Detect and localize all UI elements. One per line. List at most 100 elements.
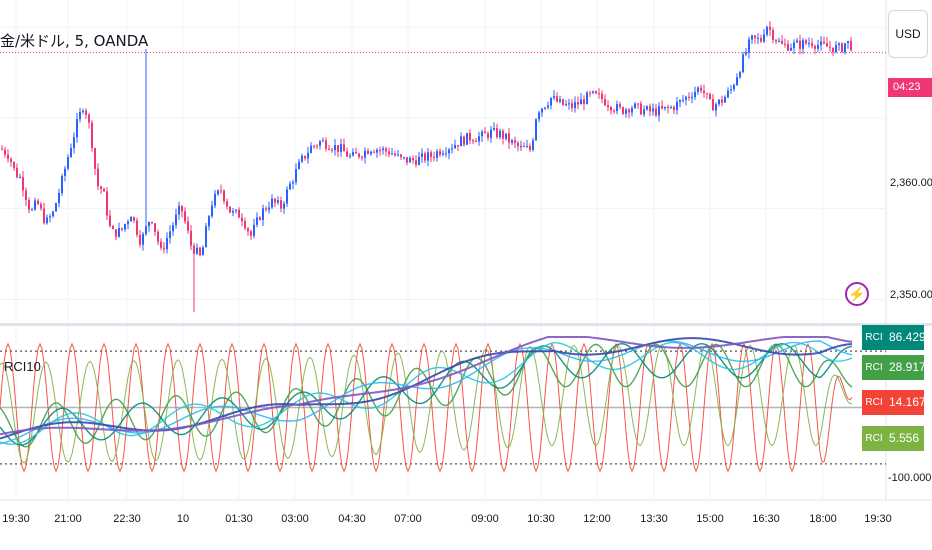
candle-body — [691, 97, 693, 99]
candle-body — [37, 200, 39, 205]
candle-body — [253, 224, 255, 236]
candle-body — [187, 221, 189, 231]
candle-body — [181, 205, 183, 212]
candle-body — [310, 145, 312, 153]
candle-body — [511, 140, 513, 143]
candle-body — [817, 45, 819, 49]
candle-body — [835, 45, 837, 53]
candle-body — [358, 153, 360, 157]
candle-body — [811, 43, 813, 47]
candle-body — [79, 111, 81, 120]
candle-body — [655, 108, 657, 116]
candle-body — [565, 104, 567, 106]
candle-body — [772, 29, 774, 40]
lightning-icon[interactable]: ⚡ — [845, 282, 869, 306]
candle-body — [409, 158, 411, 163]
candle-body — [526, 146, 528, 148]
candle-body — [838, 43, 840, 46]
candle-body — [538, 112, 540, 120]
candle-body — [529, 146, 531, 150]
candle-body — [631, 108, 633, 113]
candle-body — [619, 104, 621, 108]
candle-body — [115, 229, 117, 237]
candle-body — [733, 85, 735, 90]
candle-body — [250, 231, 252, 236]
candle-body — [379, 149, 381, 151]
candle-body — [421, 153, 423, 157]
candle-body — [10, 158, 12, 162]
candle-body — [445, 153, 447, 155]
candle-body — [643, 109, 645, 115]
candle-body — [430, 152, 432, 157]
candle-body — [814, 46, 816, 49]
candle-body — [388, 151, 390, 155]
candle-body — [157, 231, 159, 242]
candle-body — [436, 151, 438, 158]
candle-body — [340, 144, 342, 152]
candle-body — [82, 110, 84, 112]
candle-body — [496, 127, 498, 138]
candle-body — [448, 149, 450, 154]
candle-body — [424, 153, 426, 161]
candle-body — [160, 241, 162, 248]
candle-body — [259, 217, 261, 220]
countdown-badge: 04:23 — [888, 78, 932, 97]
candle-body — [775, 39, 777, 42]
candle-body — [487, 133, 489, 138]
candle-body — [472, 140, 474, 142]
candle-body — [709, 93, 711, 100]
candle-body — [574, 102, 576, 109]
candle-body — [385, 148, 387, 152]
indicator-label[interactable]: RCI10 — [4, 359, 41, 374]
candle-body — [214, 193, 216, 206]
candle-body — [661, 106, 663, 109]
candle-body — [151, 221, 153, 224]
candle-body — [427, 152, 429, 161]
rci-badge-name: RCI 2 — [862, 426, 886, 469]
candle-body — [52, 211, 54, 217]
candle-body — [805, 40, 807, 44]
candle-body — [829, 46, 831, 48]
symbol-title[interactable]: 金/米ドル, 5, OANDA — [0, 32, 149, 50]
candle-body — [268, 207, 270, 210]
currency-button[interactable]: USD — [888, 10, 928, 58]
candle-body — [703, 90, 705, 94]
candle-body — [451, 148, 453, 150]
candle-body — [820, 41, 822, 46]
rci-series-line — [0, 336, 853, 436]
candle-body — [337, 145, 339, 152]
candle-body — [370, 151, 372, 154]
candle-body — [139, 234, 141, 245]
candle-body — [130, 217, 132, 222]
candle-body — [850, 41, 852, 51]
candle-body — [553, 96, 555, 98]
candle-body — [847, 41, 849, 44]
candle-body — [241, 217, 243, 222]
candle-body — [730, 89, 732, 91]
candle-body — [721, 99, 723, 103]
rci-axis-label: -100.000 — [888, 472, 932, 484]
candle-body — [778, 40, 780, 42]
candle-body — [652, 108, 654, 112]
candle-body — [175, 214, 177, 226]
candle-body — [283, 203, 285, 209]
candle-body — [313, 145, 315, 147]
candle-body — [124, 224, 126, 230]
candle-body — [562, 99, 564, 106]
candle-body — [727, 90, 729, 98]
candle-body — [100, 186, 102, 190]
candle-body — [286, 189, 288, 204]
candle-body — [760, 37, 762, 42]
candle-body — [262, 208, 264, 220]
candle-body — [376, 149, 378, 153]
candle-body — [607, 105, 609, 108]
candle-body — [505, 133, 507, 139]
candle-body — [148, 221, 150, 227]
candle-body — [4, 149, 6, 155]
candle-body — [586, 92, 588, 105]
candle-body — [94, 148, 96, 169]
candle-body — [331, 149, 333, 151]
candle-body — [481, 131, 483, 137]
candle-body — [571, 103, 573, 109]
